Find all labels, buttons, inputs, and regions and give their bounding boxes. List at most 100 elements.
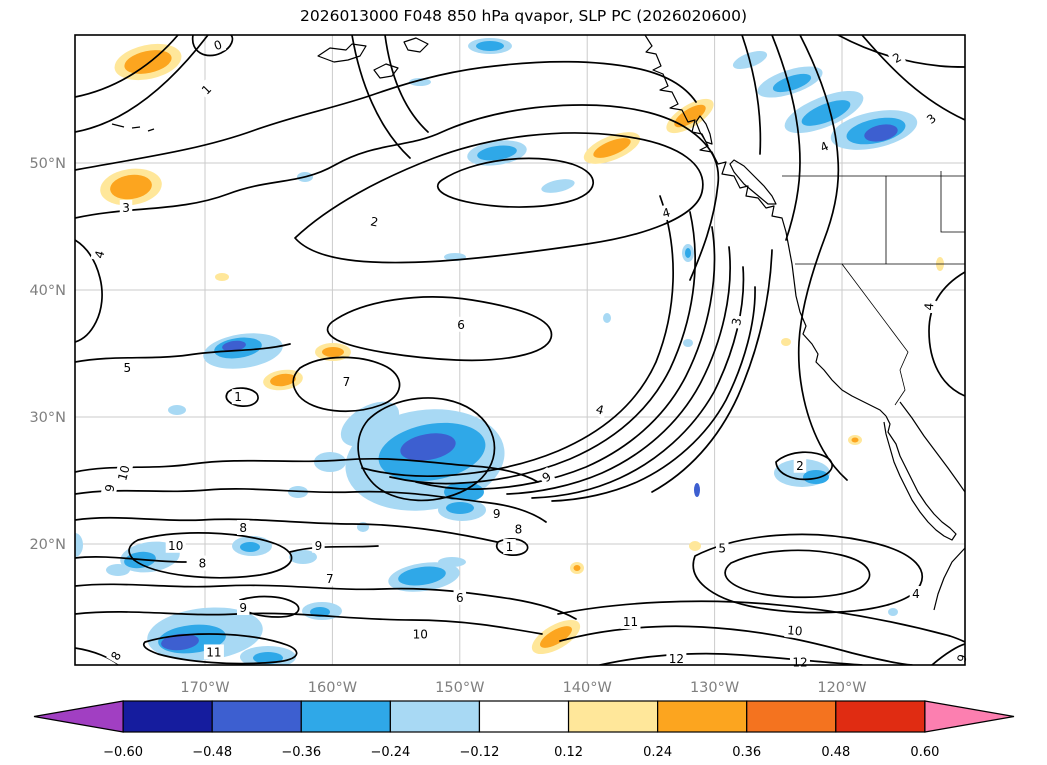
- contour-label-mask: [366, 212, 382, 230]
- contour-label: 3: [729, 317, 744, 327]
- contour-lines: [75, 35, 965, 665]
- contour-label: 9: [493, 507, 501, 521]
- contour-label-mask: [784, 622, 806, 639]
- contour-label-mask: [231, 389, 245, 405]
- contour-label-mask: [789, 654, 810, 670]
- contour-line: [531, 266, 745, 499]
- contour-label-group: 9: [312, 537, 325, 553]
- contour-label-mask: [920, 299, 937, 314]
- contour-label: 6: [456, 591, 464, 605]
- contour-label-group: 4: [920, 299, 937, 314]
- shaded-anomalies: [75, 38, 944, 665]
- colorbar-tick-label: −0.48: [192, 745, 232, 760]
- coastline: [403, 37, 429, 53]
- contour-label-mask: [620, 613, 641, 629]
- contour-label-mask: [658, 203, 675, 222]
- contour-line: [351, 35, 411, 159]
- contour-line: [361, 195, 674, 478]
- contour-label-group: 1: [231, 389, 245, 405]
- colorbar-segment: [835, 700, 926, 733]
- anomaly-patch: [444, 482, 484, 502]
- contour-label: 10: [413, 628, 428, 642]
- contour-label: 4: [661, 205, 672, 221]
- coastline: [883, 415, 957, 541]
- anomaly-patch: [314, 452, 346, 472]
- state-borders: [782, 171, 965, 406]
- contour-label-mask: [453, 589, 467, 605]
- coastline: [899, 401, 965, 493]
- coastline: [933, 547, 965, 611]
- contour-label-mask: [909, 586, 923, 602]
- contour-label-mask: [503, 539, 516, 555]
- contour-label-group: 9: [100, 480, 118, 496]
- coastline: [729, 159, 777, 205]
- anomaly-patch: [888, 608, 898, 616]
- colorbar-under-arrow: [33, 700, 124, 733]
- contour-label-mask: [106, 646, 126, 665]
- contour-label-mask: [165, 537, 186, 553]
- colorbar-segment: [122, 700, 213, 733]
- contour-label-mask: [454, 316, 468, 332]
- contour-label-group: 11: [620, 613, 641, 629]
- contour-label-group: 8: [106, 646, 126, 665]
- contour-label: 8: [239, 521, 247, 535]
- contour-label-mask: [340, 373, 353, 389]
- contour-label-group: 2: [887, 47, 906, 68]
- contour-label-group: 3: [119, 199, 133, 215]
- contour-label-group: 12: [789, 654, 810, 670]
- x-tick-label: 140°W: [563, 680, 612, 696]
- contour-label-mask: [113, 461, 134, 485]
- contour-label-group: 9: [952, 649, 971, 667]
- contour-label-mask: [410, 626, 431, 642]
- contour-line: [289, 545, 379, 553]
- colorbar-segment: [389, 700, 481, 733]
- contour-line: [599, 652, 863, 665]
- contour-line: [75, 488, 547, 523]
- contour-label: 4: [92, 249, 108, 260]
- contour-label-group: 9: [490, 506, 503, 522]
- contour-label-group: 7: [323, 570, 337, 586]
- contour-line: [931, 643, 965, 665]
- anomaly-patch: [222, 340, 246, 352]
- contour-label-group: 9: [236, 600, 250, 615]
- contour-line: [142, 633, 298, 665]
- contour-line: [837, 35, 965, 68]
- contour-label-group: 3: [727, 314, 745, 330]
- contour-line: [225, 387, 259, 407]
- grid-layer: 170°W 160°W 150°W 140°W 130°W 120°W50°N40°N30…: [29, 35, 965, 696]
- anomaly-patch: [864, 124, 898, 142]
- contour-label-mask: [196, 79, 216, 100]
- contour-label: 10: [787, 623, 803, 638]
- contour-line: [861, 35, 965, 121]
- y-tick-label: 40°N: [29, 283, 66, 299]
- contour-label: 1: [506, 540, 514, 554]
- colorbar-tick-label: −0.12: [460, 745, 500, 760]
- colorbar-segment: [211, 700, 302, 733]
- contour-label: 1: [234, 390, 242, 404]
- contour-label-mask: [323, 570, 337, 586]
- contour-line: [415, 226, 716, 491]
- x-tick-label: 150°W: [435, 680, 484, 696]
- contour-label-group: 6: [453, 589, 467, 605]
- colorbar-segment: [300, 700, 391, 733]
- contour-line: [557, 600, 965, 643]
- coastline: [111, 123, 125, 128]
- contour-line: [75, 35, 179, 98]
- contour-label: 0: [212, 37, 224, 53]
- contour-line: [771, 35, 801, 241]
- contour-label-group: 4: [815, 137, 833, 156]
- anomaly-patch: [477, 145, 517, 161]
- colorbar: −0.60 −0.48 −0.36 −0.24 −0.12 0.12 0.24 0.36 0.4…: [33, 700, 1015, 760]
- contour-line: [357, 397, 496, 502]
- x-tick-label: 160°W: [308, 680, 357, 696]
- contour-label: 4: [912, 587, 920, 601]
- colorbar-over-arrow: [924, 700, 1015, 733]
- contour-line: [389, 211, 696, 485]
- anomaly-patch: [215, 273, 229, 281]
- state-border: [841, 263, 909, 406]
- anomaly-patch: [124, 50, 172, 74]
- contour-label: 10: [115, 464, 132, 482]
